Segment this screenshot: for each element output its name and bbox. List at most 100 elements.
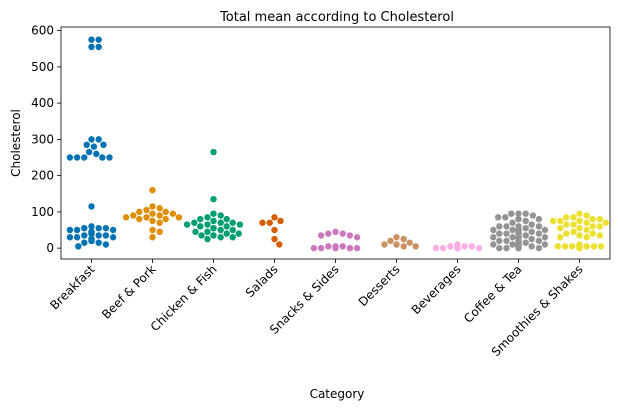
data-point xyxy=(210,217,217,225)
data-point xyxy=(236,221,244,228)
data-point xyxy=(149,217,156,225)
data-point xyxy=(217,212,224,219)
data-point xyxy=(387,237,394,245)
data-point xyxy=(529,212,537,219)
data-point xyxy=(494,214,502,221)
data-point xyxy=(143,206,150,214)
data-point xyxy=(136,215,143,223)
data-point xyxy=(503,230,510,237)
data-point xyxy=(583,234,590,241)
data-point xyxy=(596,232,604,239)
data-point xyxy=(447,243,454,250)
data-point xyxy=(81,232,88,239)
data-point xyxy=(217,219,224,226)
data-point xyxy=(332,228,339,236)
data-point xyxy=(149,203,156,210)
data-point xyxy=(597,243,605,250)
data-point xyxy=(535,223,543,230)
data-point xyxy=(496,230,503,237)
data-point xyxy=(210,210,217,217)
y-tick-label: 100 xyxy=(31,205,54,219)
data-point xyxy=(541,241,549,248)
data-point xyxy=(393,241,400,248)
data-point xyxy=(528,228,535,236)
data-point xyxy=(102,224,110,232)
data-point xyxy=(102,232,110,239)
data-point xyxy=(475,244,483,252)
data-point xyxy=(583,219,590,226)
data-point xyxy=(325,243,332,250)
y-tick-label: 600 xyxy=(31,24,54,38)
data-point xyxy=(169,210,177,217)
data-point xyxy=(528,243,535,250)
data-point xyxy=(217,226,224,234)
data-point xyxy=(439,244,447,252)
data-point xyxy=(400,235,407,243)
data-point xyxy=(535,244,543,252)
data-point xyxy=(346,244,354,252)
data-point xyxy=(454,244,461,252)
swarm-breakfast xyxy=(66,36,117,250)
data-point xyxy=(204,235,211,243)
data-point xyxy=(583,212,590,219)
y-axis-label: Cholesterol xyxy=(9,109,23,177)
data-point xyxy=(522,217,529,225)
data-point xyxy=(102,241,110,248)
data-point xyxy=(210,232,217,239)
data-point xyxy=(276,241,283,248)
data-point xyxy=(522,239,529,246)
data-point xyxy=(317,232,325,239)
data-point xyxy=(271,226,278,234)
data-point xyxy=(95,43,102,51)
data-point xyxy=(509,241,516,248)
data-point xyxy=(88,237,95,245)
data-point xyxy=(515,215,522,223)
data-point xyxy=(339,243,346,250)
data-point xyxy=(406,239,413,246)
data-point xyxy=(197,223,204,230)
data-point xyxy=(81,154,88,161)
x-tick-label-desserts: Desserts xyxy=(356,262,403,309)
swarm-snacks-and-sides xyxy=(310,228,361,252)
data-point xyxy=(590,243,598,250)
swarm-coffee-and-tea xyxy=(490,210,549,252)
data-point xyxy=(515,210,522,217)
data-point xyxy=(557,217,564,225)
data-point xyxy=(210,195,217,203)
data-point xyxy=(535,230,543,237)
data-point xyxy=(522,232,529,239)
swarm-beverages xyxy=(432,241,483,252)
swarm-desserts xyxy=(381,234,419,250)
data-point xyxy=(156,205,163,212)
x-tick-label-coffee-and-tea: Coffee & Tea xyxy=(461,262,524,325)
data-point xyxy=(235,230,242,237)
data-point xyxy=(192,228,199,236)
swarm-beef-and-pork xyxy=(122,186,183,241)
data-point xyxy=(461,243,468,250)
data-point xyxy=(88,230,95,237)
data-point xyxy=(508,210,515,217)
data-point xyxy=(109,226,117,234)
data-point xyxy=(346,232,354,239)
data-point xyxy=(106,154,113,161)
data-point xyxy=(229,234,236,241)
data-point xyxy=(66,226,74,234)
data-point xyxy=(149,210,156,217)
data-point xyxy=(156,228,163,236)
data-point xyxy=(259,219,266,226)
data-point xyxy=(576,224,583,232)
data-point xyxy=(122,214,130,221)
data-point xyxy=(210,148,217,156)
data-point xyxy=(175,214,183,221)
data-point xyxy=(596,223,604,230)
data-point xyxy=(589,223,596,230)
data-point xyxy=(502,214,509,221)
data-point xyxy=(204,221,211,228)
data-point xyxy=(162,208,169,216)
data-point xyxy=(183,221,191,228)
data-point xyxy=(149,226,156,234)
data-point xyxy=(563,214,570,221)
data-point xyxy=(490,241,497,248)
data-point xyxy=(576,217,583,225)
data-points xyxy=(66,36,610,252)
